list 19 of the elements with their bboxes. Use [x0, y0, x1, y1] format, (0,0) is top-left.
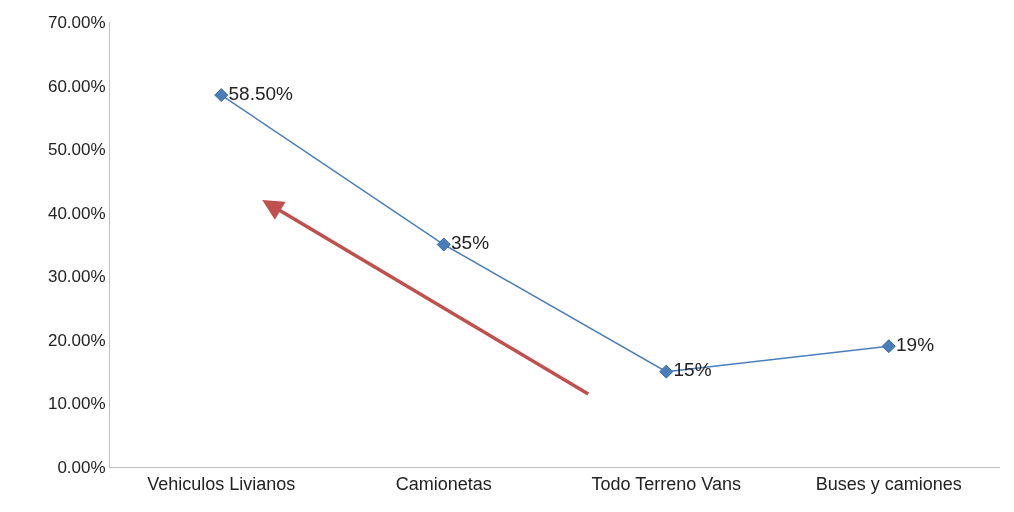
- y-tick-label: 0.00%: [57, 457, 106, 477]
- data-label: 58.50%: [228, 82, 294, 104]
- point: [214, 88, 229, 103]
- x-tick-label: Camionetas: [395, 473, 492, 494]
- y-tick-label: 50.00%: [47, 140, 106, 160]
- y-tick-label: 10.00%: [47, 394, 106, 414]
- y-tick-label: 60.00%: [47, 76, 106, 96]
- point: [881, 339, 896, 354]
- data-label: 35%: [451, 232, 490, 254]
- x-tick-label: Todo Terreno Vans: [591, 473, 741, 494]
- y-tick-label: 30.00%: [47, 267, 106, 287]
- data-label: 19%: [896, 333, 935, 355]
- y-tick-label: 20.00%: [47, 330, 106, 350]
- y-tick-label: 40.00%: [47, 203, 106, 223]
- x-tick-label: Buses y camiones: [815, 473, 962, 494]
- point: [436, 237, 451, 252]
- x-tick-label: Vehiculos Livianos: [147, 473, 296, 494]
- point: [659, 364, 674, 379]
- y-tick-label: 70.00%: [47, 12, 106, 32]
